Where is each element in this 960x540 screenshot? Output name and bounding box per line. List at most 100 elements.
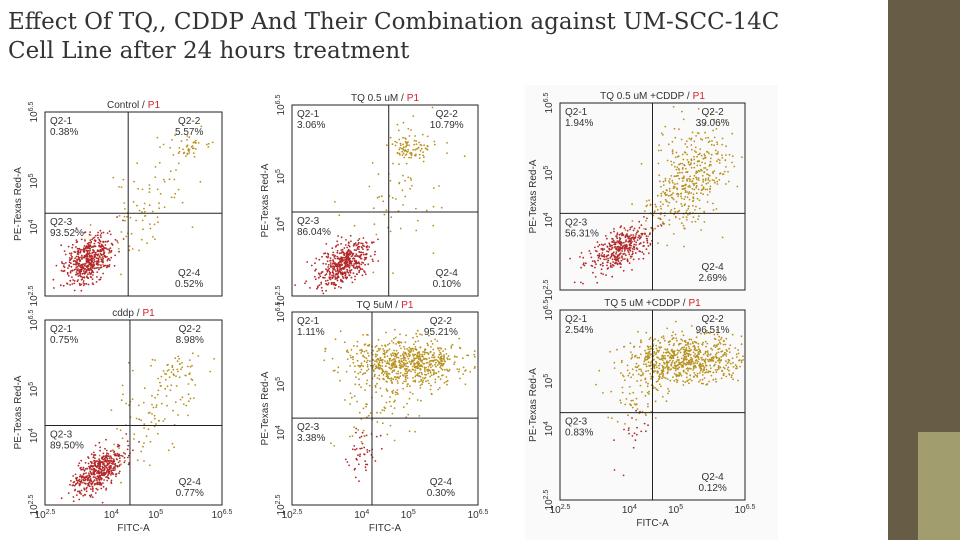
event-dot bbox=[635, 397, 638, 400]
event-dot bbox=[710, 358, 712, 361]
event-dot bbox=[414, 371, 416, 374]
event-dot bbox=[328, 270, 331, 273]
event-dot bbox=[683, 340, 686, 343]
event-dot bbox=[394, 144, 397, 147]
event-dot bbox=[353, 266, 355, 269]
event-dot bbox=[364, 460, 367, 463]
event-dot bbox=[676, 356, 679, 359]
event-dot bbox=[329, 278, 332, 281]
event-dot bbox=[358, 480, 360, 482]
event-dot bbox=[644, 357, 646, 360]
event-dot bbox=[633, 243, 636, 246]
event-dot bbox=[66, 283, 69, 285]
event-dot bbox=[453, 363, 455, 365]
event-dot bbox=[620, 233, 622, 235]
event-dot bbox=[305, 280, 308, 283]
event-dot bbox=[87, 267, 90, 270]
event-dot bbox=[102, 463, 105, 466]
event-dot bbox=[606, 250, 608, 253]
event-dot bbox=[680, 348, 682, 351]
event-dot bbox=[111, 472, 114, 475]
event-dot bbox=[116, 216, 118, 218]
event-dot bbox=[112, 469, 115, 472]
event-dot bbox=[103, 479, 105, 481]
event-dot bbox=[682, 118, 685, 121]
event-dot bbox=[731, 357, 734, 360]
event-dot bbox=[432, 224, 435, 227]
event-dot bbox=[664, 198, 667, 201]
event-dot bbox=[446, 142, 448, 144]
event-dot bbox=[321, 271, 324, 273]
event-dot bbox=[115, 473, 118, 475]
y-tick-label: 104 bbox=[543, 421, 555, 436]
event-dot bbox=[132, 201, 135, 203]
event-dot bbox=[77, 275, 80, 277]
tick-exponent: 4 bbox=[633, 504, 637, 511]
event-dot bbox=[431, 365, 434, 367]
event-dot bbox=[390, 367, 393, 370]
event-dot bbox=[648, 393, 650, 395]
event-dot bbox=[78, 478, 81, 481]
event-dot bbox=[690, 379, 693, 382]
event-dot bbox=[658, 144, 660, 147]
event-dot bbox=[405, 380, 407, 383]
event-dot bbox=[367, 414, 370, 417]
event-dot bbox=[163, 181, 166, 183]
event-dot bbox=[692, 196, 695, 199]
event-dot bbox=[649, 242, 652, 245]
event-dot bbox=[114, 464, 117, 467]
event-dot bbox=[85, 265, 88, 268]
event-dot bbox=[187, 400, 190, 403]
event-dot bbox=[402, 136, 404, 139]
event-dot bbox=[629, 226, 632, 229]
event-dot bbox=[90, 276, 93, 279]
event-dot bbox=[390, 354, 393, 357]
event-dot bbox=[90, 258, 93, 261]
event-dot bbox=[705, 364, 708, 367]
event-dot bbox=[716, 356, 718, 359]
event-dot bbox=[676, 359, 679, 361]
event-dot bbox=[690, 367, 692, 370]
event-dot bbox=[68, 265, 71, 267]
event-dot bbox=[424, 376, 427, 379]
event-dot bbox=[623, 428, 625, 431]
event-dot bbox=[394, 378, 397, 381]
event-dot bbox=[78, 462, 81, 464]
event-dot bbox=[685, 216, 688, 219]
event-dot bbox=[386, 433, 389, 436]
event-dot bbox=[143, 460, 145, 462]
event-dot bbox=[96, 271, 99, 273]
event-dot bbox=[376, 377, 379, 379]
event-dot bbox=[366, 449, 369, 451]
event-dot bbox=[645, 220, 647, 222]
event-dot bbox=[76, 480, 79, 482]
event-dot bbox=[141, 219, 144, 222]
event-dot bbox=[366, 333, 368, 336]
event-dot bbox=[706, 173, 708, 176]
event-dot bbox=[594, 261, 597, 264]
event-dot bbox=[681, 162, 683, 165]
event-dot bbox=[94, 492, 97, 494]
event-dot bbox=[413, 343, 415, 346]
event-dot bbox=[612, 239, 615, 242]
event-dot bbox=[325, 273, 328, 276]
quadrant-percent: 0.83% bbox=[565, 428, 593, 439]
event-dot bbox=[146, 242, 149, 245]
event-dot bbox=[102, 265, 105, 268]
event-dot bbox=[473, 367, 476, 369]
event-dot bbox=[408, 156, 410, 159]
x-tick-label: 105 bbox=[401, 509, 416, 521]
event-dot bbox=[72, 279, 74, 281]
event-dot bbox=[676, 188, 679, 191]
event-dot bbox=[397, 129, 400, 132]
event-dot bbox=[89, 268, 92, 271]
event-dot bbox=[662, 374, 665, 376]
event-dot bbox=[664, 366, 667, 369]
event-dot bbox=[87, 247, 89, 250]
event-dot bbox=[678, 163, 680, 166]
event-dot bbox=[88, 494, 91, 497]
event-dot bbox=[355, 427, 358, 430]
event-dot bbox=[731, 132, 734, 135]
event-dot bbox=[122, 452, 125, 454]
event-dot bbox=[77, 251, 80, 254]
